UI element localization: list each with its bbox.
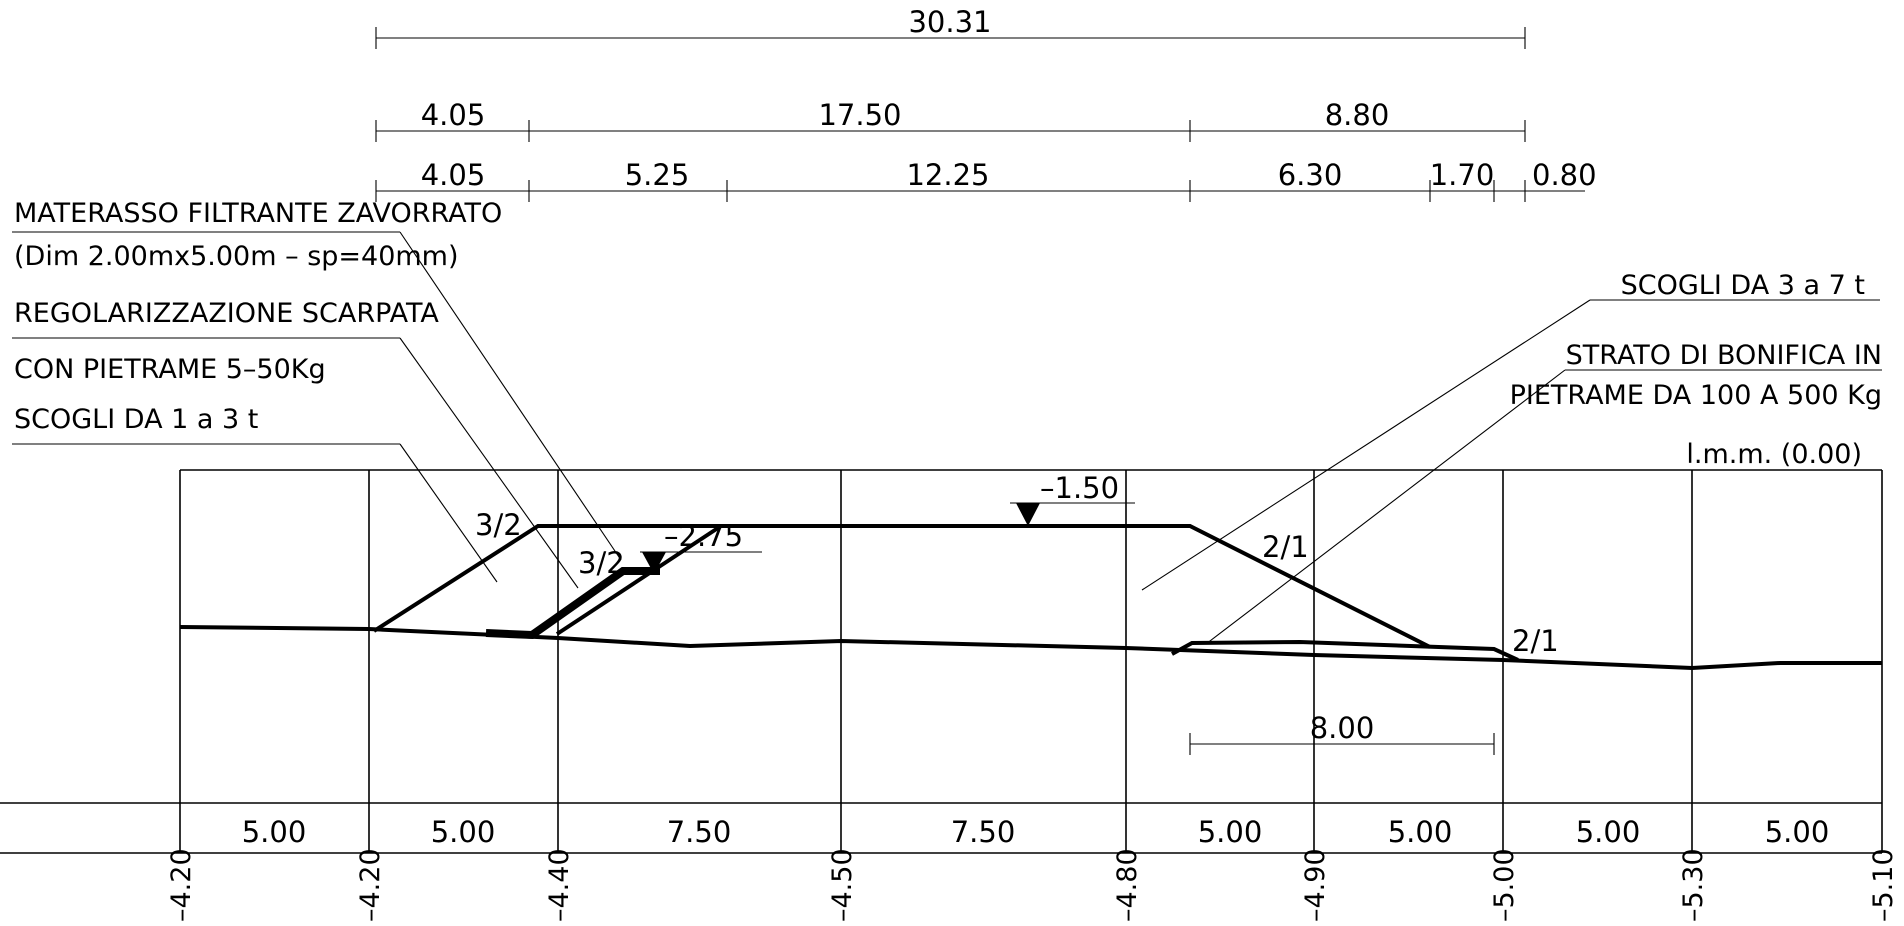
spacing-3: 7.50 bbox=[667, 815, 732, 849]
spacing-1: 5.00 bbox=[242, 815, 307, 849]
depth-5: –4.80 bbox=[1112, 848, 1143, 922]
spacing-6: 5.00 bbox=[1388, 815, 1453, 849]
station-spacings: 5.00 5.00 7.50 7.50 5.00 5.00 5.00 5.00 bbox=[242, 815, 1830, 849]
depth-1: –4.20 bbox=[166, 848, 197, 922]
spacing-5: 5.00 bbox=[1198, 815, 1263, 849]
depth-3: –4.40 bbox=[544, 848, 575, 922]
dimension-row2-a: 4.05 bbox=[421, 98, 486, 132]
dimension-row3-c: 12.25 bbox=[906, 158, 989, 192]
breakwater-body bbox=[179, 524, 1882, 671]
berm-elevation: –2.75 bbox=[664, 519, 743, 553]
slope-landward-lower: 2/1 bbox=[1512, 624, 1559, 658]
dimension-bottom-width: 8.00 bbox=[1310, 711, 1375, 745]
depth-2: –4.20 bbox=[355, 848, 386, 922]
label-regularization-line1: REGOLARIZZAZIONE SCARPATA bbox=[14, 298, 439, 329]
dimension-row2-b: 17.50 bbox=[818, 98, 901, 132]
label-reclamation-line2: PIETRAME DA 100 A 500 Kg bbox=[1510, 380, 1882, 411]
right-labels: SCOGLI DA 3 a 7 t STRATO DI BONIFICA IN … bbox=[1510, 270, 1882, 470]
depth-9: –5.10 bbox=[1868, 848, 1899, 922]
dimension-row3-f: 0.80 bbox=[1532, 158, 1597, 192]
leader-lines bbox=[399, 231, 1591, 645]
dimension-row3-d: 6.30 bbox=[1278, 158, 1343, 192]
spacing-4: 7.50 bbox=[951, 815, 1016, 849]
slope-seaward-inner: 3/2 bbox=[578, 546, 625, 580]
depth-8: –5.30 bbox=[1678, 848, 1709, 922]
label-mattress-line1: MATERASSO FILTRANTE ZAVORRATO bbox=[14, 198, 502, 229]
depth-6: –4.90 bbox=[1300, 848, 1331, 922]
slope-labels: 3/2 3/2 2/1 2/1 bbox=[475, 508, 1559, 658]
label-reclamation-line1: STRATO DI BONIFICA IN bbox=[1566, 340, 1882, 371]
dimension-row3-b: 5.25 bbox=[625, 158, 690, 192]
label-regularization-line2: CON PIETRAME 5–50Kg bbox=[14, 354, 326, 385]
dimension-chains: 30.31 4.05 17.50 8.80 4.05 5.25 12.25 6.… bbox=[375, 5, 1597, 202]
left-labels: MATERASSO FILTRANTE ZAVORRATO (Dim 2.00m… bbox=[12, 198, 502, 445]
station-depths: –4.20 –4.20 –4.40 –4.50 –4.80 –4.90 –5.0… bbox=[166, 848, 1899, 922]
slope-seaward-outer: 3/2 bbox=[475, 508, 522, 542]
crest-elevation: –1.50 bbox=[1040, 471, 1119, 505]
depth-7: –5.00 bbox=[1489, 848, 1520, 922]
depth-4: –4.50 bbox=[827, 848, 858, 922]
dimension-overall: 30.31 bbox=[908, 5, 991, 39]
label-rocks-small: SCOGLI DA 1 a 3 t bbox=[14, 404, 258, 435]
spacing-2: 5.00 bbox=[431, 815, 496, 849]
label-sea-level: l.m.m. (0.00) bbox=[1686, 439, 1862, 470]
berm-elevation-marker: –2.75 bbox=[640, 519, 762, 574]
label-rocks-large: SCOGLI DA 3 a 7 t bbox=[1621, 270, 1865, 301]
dimension-row3-e: 1.70 bbox=[1430, 158, 1495, 192]
spacing-8: 5.00 bbox=[1765, 815, 1830, 849]
elevation-markers: –1.50 –2.75 bbox=[640, 471, 1135, 574]
bottom-width-dimension: 8.00 bbox=[1189, 711, 1495, 755]
dimension-row3-a: 4.05 bbox=[421, 158, 486, 192]
dimension-row2-c: 8.80 bbox=[1325, 98, 1390, 132]
crest-elevation-marker: –1.50 bbox=[1010, 471, 1135, 526]
spacing-7: 5.00 bbox=[1576, 815, 1641, 849]
label-mattress-line2: (Dim 2.00mx5.00m – sp=40mm) bbox=[14, 241, 459, 272]
slope-landward-upper: 2/1 bbox=[1262, 530, 1309, 564]
